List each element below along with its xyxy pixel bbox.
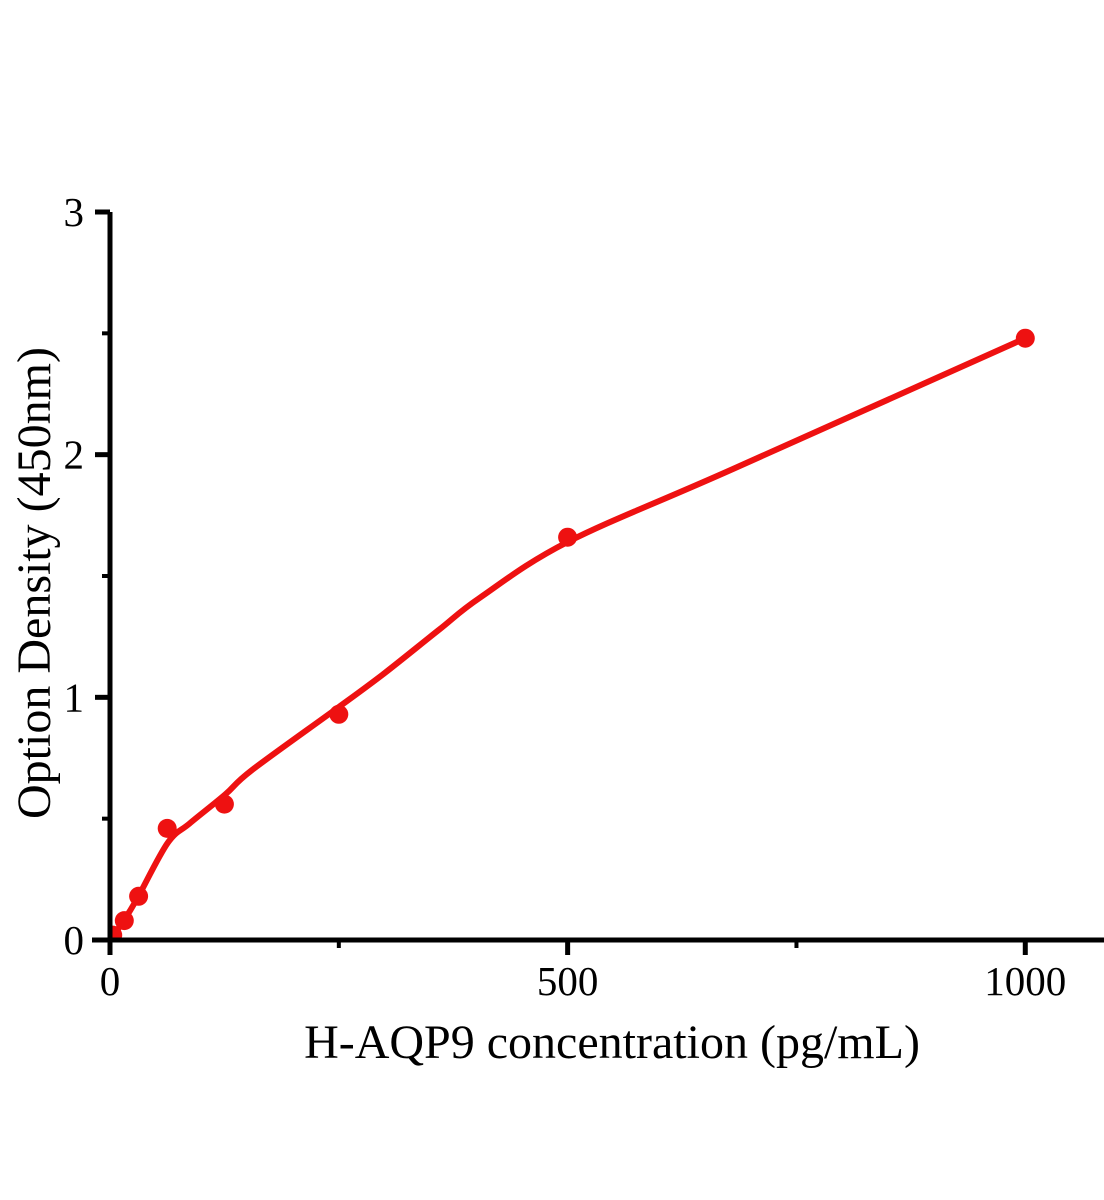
y-tick-label: 1 xyxy=(64,674,85,720)
plot-area xyxy=(112,328,1035,938)
data-point xyxy=(114,911,134,931)
y-tick-label: 2 xyxy=(64,432,85,478)
data-point xyxy=(129,886,149,906)
data-point xyxy=(1015,328,1035,348)
y-tick-label: 0 xyxy=(64,917,85,963)
data-point xyxy=(157,818,177,838)
data-point xyxy=(112,925,123,938)
x-axis-title: H-AQP9 concentration (pg/mL) xyxy=(304,1016,920,1069)
x-tick-label: 0 xyxy=(100,958,121,1004)
y-tick-label: 3 xyxy=(64,189,85,235)
axes: 0 1 2 3 0 500 1000 xyxy=(64,189,1104,1004)
data-point xyxy=(558,527,578,547)
x-tick-label: 500 xyxy=(537,958,599,1004)
data-point xyxy=(214,794,234,814)
x-tick-label: 1000 xyxy=(984,958,1066,1004)
fitted-curve-line xyxy=(112,335,1029,938)
data-point xyxy=(329,704,349,724)
y-axis-title: Option Density (450nm) xyxy=(8,347,61,819)
